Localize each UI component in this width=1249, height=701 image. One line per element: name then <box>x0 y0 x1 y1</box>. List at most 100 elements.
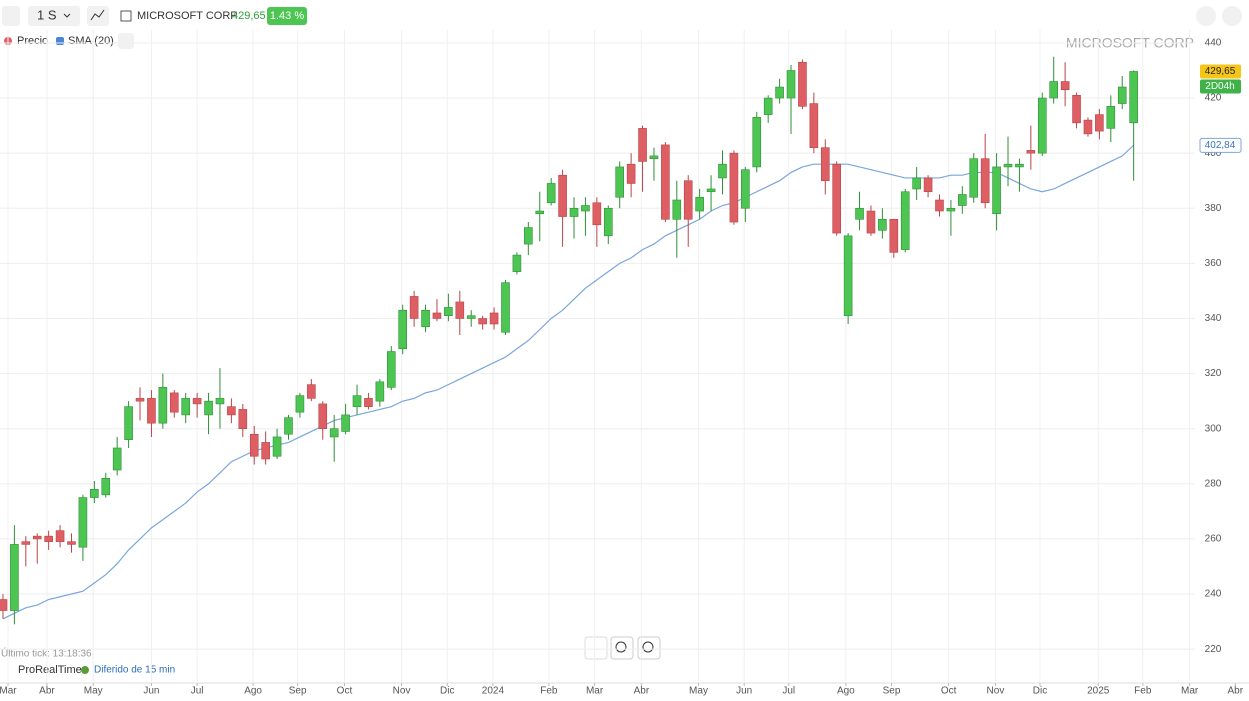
candle-body <box>878 218 887 231</box>
candle-body <box>546 183 556 204</box>
plot: 220 240 260 280 300 320 340 360 380 400 420 440 Mar A… <box>0 30 1249 697</box>
y-tick-label: 360 <box>1205 258 1222 269</box>
candle-body <box>1026 150 1036 154</box>
y-tick-label: 380 <box>1205 203 1222 214</box>
x-tick-label: Abr <box>1228 686 1244 697</box>
y-tick-label: 340 <box>1205 313 1222 324</box>
candle-body <box>169 392 179 413</box>
candle-body <box>661 144 670 220</box>
candle-body <box>466 315 476 319</box>
x-tick-label: Mar <box>586 686 604 697</box>
candle-body <box>478 318 487 325</box>
candle-body <box>741 169 750 209</box>
reset-button[interactable] <box>584 636 608 660</box>
x-tick-label: Mar <box>1181 686 1199 697</box>
candle-body <box>672 199 682 220</box>
x-tick-label: 2024 <box>482 686 505 697</box>
y-tick-label: 320 <box>1205 368 1222 379</box>
x-tick-label: Ago <box>244 686 262 697</box>
info-icon[interactable] <box>120 10 132 22</box>
candle-body <box>158 387 168 424</box>
candle-body <box>1106 106 1116 129</box>
dropdown-icon <box>63 13 71 18</box>
settings-button[interactable] <box>1196 6 1216 26</box>
candle-body <box>900 191 910 250</box>
legend-sma[interactable]: SMA (20) <box>68 35 114 47</box>
candle-body <box>592 202 602 226</box>
candle-body <box>147 398 156 424</box>
candle-body <box>626 163 636 184</box>
candle-body <box>32 535 42 540</box>
sma-badge <box>1199 137 1242 153</box>
candle-body <box>969 158 979 198</box>
x-tick-label: Abr <box>39 686 55 697</box>
candle-body <box>1037 97 1047 154</box>
candle-body <box>215 398 225 405</box>
x-tick-label: Jul <box>191 686 204 697</box>
candle-body <box>512 254 522 272</box>
candle-body <box>752 117 762 168</box>
countdown-badge <box>1200 79 1241 94</box>
x-tick-label: Sep <box>289 686 307 697</box>
candle-body <box>318 403 328 429</box>
candle-body <box>569 207 579 217</box>
candle-body <box>786 70 796 99</box>
candle-body <box>1072 95 1081 124</box>
candle-body <box>352 395 362 407</box>
candle-body <box>695 196 704 212</box>
interval: 1 S <box>37 7 57 22</box>
candle-body <box>946 207 956 212</box>
x-tick-label: Feb <box>1134 686 1152 697</box>
price-badge <box>1200 64 1241 79</box>
x-tick-label: Jun <box>143 686 159 697</box>
candle-body <box>832 163 842 234</box>
candle-body <box>775 86 784 99</box>
candle-body <box>204 400 213 416</box>
candle-body <box>1083 119 1093 135</box>
fullscreen-button[interactable] <box>1222 6 1242 26</box>
candle-body <box>798 61 807 107</box>
countdown: 2D04h <box>1205 81 1234 92</box>
candle-body <box>1049 81 1059 99</box>
candle-body <box>386 351 396 388</box>
candle-body <box>603 207 613 237</box>
candle-body <box>44 535 53 542</box>
candle-body <box>489 312 499 325</box>
candle-body <box>501 282 510 333</box>
candle-body <box>272 436 282 457</box>
zoom-in-button[interactable] <box>637 636 661 660</box>
candle-body <box>992 166 1001 215</box>
menu-button[interactable] <box>2 6 20 26</box>
x-tick-label: Nov <box>987 686 1005 697</box>
candle-body <box>889 218 899 253</box>
candle-body <box>67 541 76 545</box>
legend-menu[interactable] <box>118 33 134 49</box>
legend-price[interactable]: Precio <box>17 35 48 47</box>
candle-body <box>1117 86 1127 104</box>
x-tick-label: Oct <box>941 686 957 697</box>
candle-body <box>409 296 419 319</box>
candle-body <box>135 398 145 402</box>
change-badge <box>267 7 307 25</box>
zoom-out-button[interactable] <box>610 636 634 660</box>
candle-body <box>432 312 442 319</box>
y-tick-label: 240 <box>1205 589 1222 600</box>
candle-body <box>843 235 853 317</box>
x-tick-label: Ago <box>837 686 855 697</box>
candle-body <box>1129 71 1138 124</box>
interval-selector[interactable] <box>28 6 80 26</box>
candle-body <box>1003 163 1013 168</box>
candle-body <box>729 152 739 223</box>
x-tick-label: Nov <box>393 686 411 697</box>
x-tick-label: Oct <box>337 686 353 697</box>
candle-body <box>227 406 236 416</box>
sma-badge-label: 402,84 <box>1205 140 1236 151</box>
y-tick-label: 440 <box>1205 38 1222 49</box>
y-tick-label: 400 <box>1205 148 1222 159</box>
candle-body <box>1060 81 1070 91</box>
zoom-in-icon <box>642 641 654 653</box>
zoom-out-icon <box>615 641 627 653</box>
candle-body <box>78 497 88 548</box>
candle-body <box>763 97 773 115</box>
